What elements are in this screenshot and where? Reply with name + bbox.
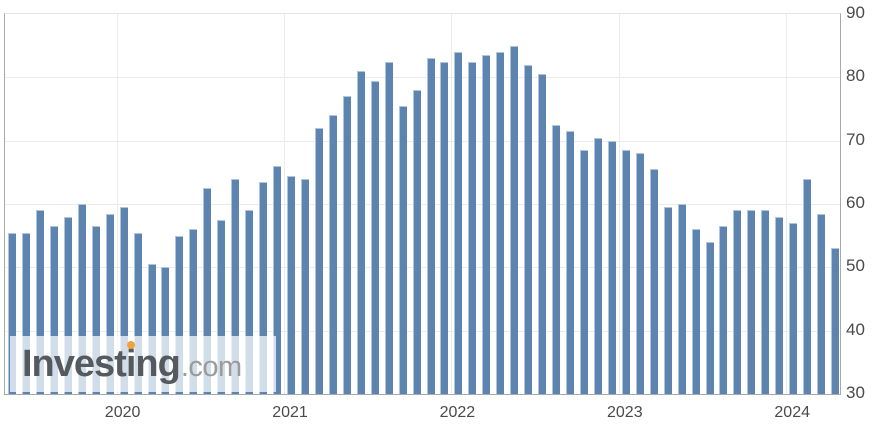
bar-sep-2022[interactable] (566, 131, 574, 394)
bar-jan-2024[interactable] (789, 223, 798, 394)
bar-apr-2023[interactable] (663, 207, 672, 394)
bar-dec-2021[interactable] (440, 61, 449, 394)
bar-jan-2023[interactable] (621, 150, 630, 394)
watermark-orange-dot-i: i (126, 336, 136, 392)
bar-oct-2019[interactable] (77, 204, 86, 394)
bar-sep-2019[interactable] (63, 216, 72, 394)
bar-aug-2023[interactable] (719, 226, 728, 394)
bar-may-2022[interactable] (510, 45, 519, 394)
gridline-y-60 (5, 204, 840, 205)
x-axis-label-2020: 2020 (104, 404, 141, 421)
bar-may-2020[interactable] (175, 235, 184, 394)
bar-sep-2021[interactable] (398, 105, 407, 394)
bar-aug-2021[interactable] (384, 61, 393, 394)
watermark-brand-suffix: ng (135, 343, 180, 385)
bar-nov-2022[interactable] (593, 137, 602, 394)
bar-mar-2022[interactable] (482, 55, 491, 394)
bar-dec-2019[interactable] (105, 213, 114, 394)
bar-sep-2020[interactable] (231, 178, 240, 394)
bar-dec-2020[interactable] (273, 166, 282, 394)
y-axis-label-40: 40 (846, 319, 865, 339)
bar-apr-2020[interactable] (161, 267, 170, 394)
y-axis-label-90: 90 (846, 3, 865, 22)
gridline-x-2021 (284, 14, 286, 394)
bar-may-2019[interactable] (8, 232, 16, 394)
bar-jul-2023[interactable] (705, 242, 714, 394)
y-axis-label-70: 70 (846, 129, 865, 149)
bar-jul-2021[interactable] (370, 80, 379, 394)
gridline-y-80 (5, 77, 840, 79)
watermark-brand-prefix: Invest (22, 343, 127, 385)
bar-oct-2021[interactable] (412, 90, 421, 394)
bar-mar-2021[interactable] (314, 128, 323, 394)
bar-jan-2022[interactable] (454, 52, 463, 394)
bar-feb-2022[interactable] (468, 61, 477, 394)
watermark-brand: Investing (22, 336, 181, 392)
gridline-x-2022 (451, 14, 453, 394)
x-axis-label-2023: 2023 (607, 404, 643, 421)
y-axis-label-50: 50 (846, 256, 865, 276)
gridline-y-70 (5, 140, 840, 142)
gridline-x-2023 (618, 14, 620, 394)
bar-jan-2021[interactable] (287, 175, 295, 394)
gridline-x-2024 (786, 14, 788, 394)
x-axis-label-2021: 2021 (272, 404, 308, 421)
bar-jul-2019[interactable] (35, 210, 44, 394)
bar-nov-2019[interactable] (91, 226, 100, 394)
bar-feb-2021[interactable] (300, 178, 309, 394)
bar-sep-2023[interactable] (733, 210, 742, 394)
bar-jun-2022[interactable] (524, 64, 533, 394)
bar-jun-2020[interactable] (189, 229, 198, 394)
x-axis-label-2022: 2022 (439, 404, 476, 421)
bar-dec-2023[interactable] (775, 216, 784, 394)
plot-area (4, 13, 841, 395)
bar-jul-2022[interactable] (538, 74, 547, 394)
bar-mar-2020[interactable] (147, 264, 156, 394)
bar-apr-2022[interactable] (496, 52, 505, 394)
bar-may-2021[interactable] (342, 96, 351, 394)
y-axis-label-80: 80 (846, 66, 865, 86)
bar-mar-2024[interactable] (817, 213, 826, 394)
gridline-y-50 (5, 267, 840, 269)
gridline-x-2020 (116, 14, 118, 394)
bar-feb-2023[interactable] (635, 153, 644, 394)
x-axis-label-2024: 2024 (774, 404, 810, 421)
bar-feb-2024[interactable] (803, 178, 812, 394)
bar-dec-2022[interactable] (607, 140, 616, 394)
bar-jun-2019[interactable] (21, 232, 30, 394)
investing-watermark: Investing .com (10, 336, 276, 392)
watermark-com: .com (180, 351, 242, 383)
bar-aug-2020[interactable] (217, 219, 226, 394)
bar-apr-2024[interactable] (831, 248, 840, 394)
bar-nov-2020[interactable] (259, 181, 268, 394)
y-axis-label-60: 60 (846, 193, 865, 212)
bar-oct-2023[interactable] (747, 210, 756, 394)
bar-jun-2021[interactable] (356, 71, 365, 394)
bar-jan-2020[interactable] (119, 207, 128, 394)
bar-jun-2023[interactable] (691, 229, 700, 394)
bar-aug-2022[interactable] (552, 124, 561, 394)
bar-feb-2020[interactable] (133, 232, 142, 394)
bar-nov-2023[interactable] (761, 210, 770, 394)
bar-aug-2019[interactable] (49, 226, 58, 394)
bar-jul-2020[interactable] (203, 188, 212, 394)
bar-mar-2023[interactable] (649, 169, 658, 394)
bar-apr-2021[interactable] (328, 115, 337, 394)
y-axis-label-30: 30 (846, 383, 865, 402)
bar-may-2023[interactable] (677, 204, 686, 394)
bar-oct-2020[interactable] (245, 210, 254, 394)
gridline-y-40 (5, 330, 840, 332)
bar-oct-2022[interactable] (579, 150, 588, 394)
bar-nov-2021[interactable] (426, 58, 435, 394)
